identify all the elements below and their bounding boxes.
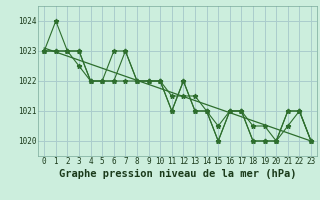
X-axis label: Graphe pression niveau de la mer (hPa): Graphe pression niveau de la mer (hPa) bbox=[59, 169, 296, 179]
